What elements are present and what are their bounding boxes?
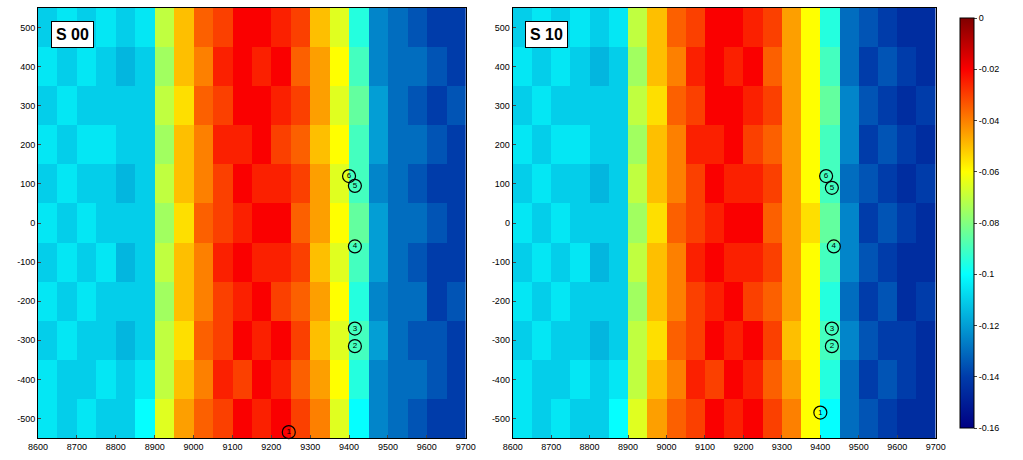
svg-text:-0.08: -0.08 [979,218,1000,228]
svg-text:8900: 8900 [145,442,165,452]
svg-text:-300: -300 [17,335,35,345]
svg-text:6: 6 [824,171,829,180]
svg-text:9100: 9100 [222,442,242,452]
svg-text:9400: 9400 [339,442,359,452]
svg-text:500: 500 [20,23,35,33]
svg-text:1: 1 [287,427,292,436]
svg-text:8600: 8600 [28,442,48,452]
svg-text:8800: 8800 [106,442,126,452]
svg-text:9100: 9100 [695,442,715,452]
svg-text:9000: 9000 [184,442,204,452]
svg-text:4: 4 [353,241,358,250]
svg-text:300: 300 [20,101,35,111]
svg-text:4: 4 [832,241,837,250]
svg-text:400: 400 [20,62,35,72]
svg-text:-0.06: -0.06 [979,167,1000,177]
svg-text:9400: 9400 [810,442,830,452]
svg-text:-100: -100 [492,257,510,267]
svg-text:3: 3 [830,324,835,333]
svg-text:9600: 9600 [417,442,437,452]
svg-text:-500: -500 [492,414,510,424]
svg-text:S 10: S 10 [530,26,563,43]
svg-text:3: 3 [353,324,358,333]
svg-text:8700: 8700 [67,442,87,452]
svg-text:400: 400 [495,62,510,72]
svg-text:9500: 9500 [849,442,869,452]
svg-text:9200: 9200 [733,442,753,452]
svg-text:5: 5 [353,181,358,190]
svg-text:9600: 9600 [887,442,907,452]
svg-text:-100: -100 [17,257,35,267]
svg-text:9300: 9300 [300,442,320,452]
svg-text:0: 0 [979,13,984,23]
svg-text:-200: -200 [17,296,35,306]
svg-text:8600: 8600 [503,442,523,452]
svg-text:-0.14: -0.14 [979,372,1000,382]
svg-text:-0.02: -0.02 [979,64,1000,74]
svg-text:2: 2 [353,341,358,350]
svg-text:-500: -500 [17,414,35,424]
svg-text:-400: -400 [492,375,510,385]
svg-text:-0.04: -0.04 [979,116,1000,126]
svg-text:-0.16: -0.16 [979,423,1000,433]
svg-text:9300: 9300 [772,442,792,452]
svg-text:0: 0 [505,218,510,228]
svg-text:6: 6 [347,171,352,180]
svg-text:S 00: S 00 [56,26,89,43]
svg-text:9500: 9500 [378,442,398,452]
svg-text:300: 300 [495,101,510,111]
svg-text:9700: 9700 [456,442,476,452]
svg-text:500: 500 [495,23,510,33]
svg-text:5: 5 [830,183,835,192]
svg-text:-0.1: -0.1 [979,269,995,279]
svg-text:-300: -300 [492,335,510,345]
svg-text:8700: 8700 [541,442,561,452]
svg-text:-0.12: -0.12 [979,321,1000,331]
svg-text:8800: 8800 [580,442,600,452]
svg-text:200: 200 [20,140,35,150]
svg-text:2: 2 [830,341,835,350]
svg-text:9000: 9000 [657,442,677,452]
svg-text:-200: -200 [492,296,510,306]
svg-text:200: 200 [495,140,510,150]
svg-text:-400: -400 [17,375,35,385]
svg-text:100: 100 [20,179,35,189]
svg-text:9700: 9700 [926,442,946,452]
svg-text:1: 1 [818,408,823,417]
svg-text:100: 100 [495,179,510,189]
svg-text:0: 0 [30,218,35,228]
svg-text:8900: 8900 [618,442,638,452]
svg-text:9200: 9200 [261,442,281,452]
